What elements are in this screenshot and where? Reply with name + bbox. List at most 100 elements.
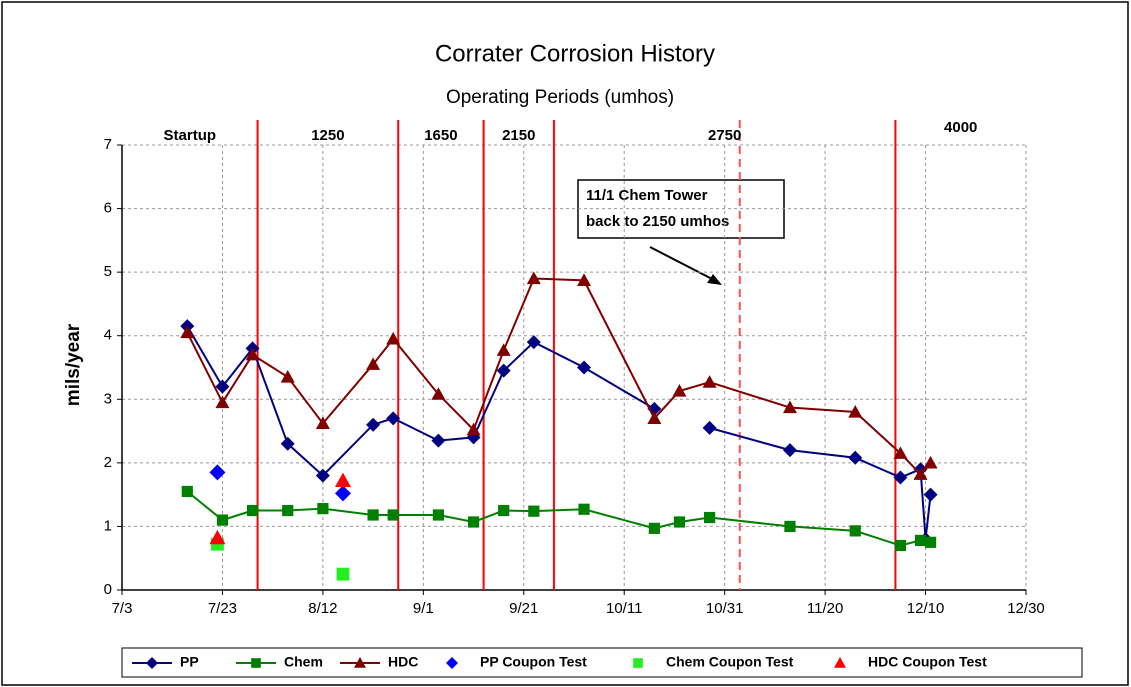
data-point [672,384,687,397]
data-point [894,539,907,552]
data-point [924,536,937,548]
arrow-head [707,274,722,285]
data-point [893,470,908,485]
data-point [386,331,401,345]
data-point [367,509,379,521]
data-point [386,411,401,426]
data-point [784,520,796,533]
data-point [334,485,351,502]
data-point [431,387,446,400]
y-tick-label: 5 [104,263,112,280]
y-tick-label: 2 [104,454,112,471]
data-point [215,395,230,409]
data-point [496,363,511,378]
data-point [282,504,294,517]
x-tick-label: 12/10 [907,600,945,617]
data-point [246,504,259,517]
annotation-arrow [649,246,717,282]
data-point [466,422,481,436]
chart-subtitle: Operating Periods (umhos) [446,87,674,108]
x-tick-label: 8/12 [308,600,337,617]
data-point [526,271,541,285]
x-tick-label: 11/20 [807,600,843,617]
legend-marker [633,658,643,668]
legend-box [121,647,1083,678]
data-point [526,335,541,350]
legend-marker [446,657,458,669]
data-point [923,487,938,502]
y-tick-label: 4 [104,327,112,344]
legend-marker [834,657,846,668]
data-point [782,400,797,414]
period-label: 4000 [944,119,977,136]
data-point [577,360,592,375]
data-point [280,370,295,383]
data-point [702,375,717,388]
period-label: 2150 [502,127,535,144]
data-point [209,464,226,481]
series-line [186,277,932,476]
legend-label: HDC [388,654,418,670]
period-label: 1250 [311,127,344,144]
data-point [181,485,193,498]
x-tick-label: 7/3 [112,600,133,617]
data-point [848,405,863,418]
data-point [336,567,350,581]
data-point [209,529,226,545]
y-axis-label: mils/year [63,323,84,406]
x-tick-label: 9/1 [413,600,434,617]
data-point [702,420,717,435]
data-point [366,357,381,370]
data-point [498,504,510,517]
period-label: Startup [164,127,217,144]
period-label: 1650 [424,127,457,144]
data-point [528,505,540,517]
data-point [366,417,381,432]
legend-marker [146,657,158,669]
y-tick-label: 7 [104,136,112,153]
data-point [647,411,662,424]
legend-label: HDC Coupon Test [868,654,987,670]
data-point [782,443,797,458]
annotation-box [577,179,785,239]
legend-label: Chem Coupon Test [666,654,794,670]
data-point [215,379,230,394]
data-point [387,509,399,521]
data-point [315,416,330,430]
legend-label: PP Coupon Test [480,654,587,670]
data-point [914,534,927,547]
y-tick-label: 3 [104,390,112,407]
data-point [648,522,660,534]
annotation-text: 11/1 Chem Tower [586,187,708,204]
data-point [432,509,444,521]
data-point [315,468,330,483]
legend-label: PP [180,654,199,670]
data-point [280,436,295,451]
data-point [673,516,686,528]
data-point [893,446,908,459]
legend-marker [251,658,261,668]
y-tick-label: 1 [104,517,112,534]
data-point [848,450,863,465]
data-point [317,503,329,515]
data-point [913,467,928,480]
y-tick-label: 6 [104,200,112,217]
data-point [923,455,938,469]
x-tick-label: 12/30 [1007,600,1045,617]
data-point [849,525,861,537]
annotation-text: back to 2150 umhos [586,213,729,230]
period-label: 2750 [708,127,741,144]
series-line [186,325,932,540]
data-point [577,273,592,287]
data-point [245,347,260,361]
x-tick-label: 10/31 [706,600,744,617]
data-point [216,514,229,526]
x-tick-label: 10/11 [606,600,642,617]
legend-label: Chem [284,654,323,670]
data-point [334,472,351,488]
y-tick-label: 0 [104,581,112,598]
data-point [431,433,446,448]
legend-marker [354,657,366,668]
